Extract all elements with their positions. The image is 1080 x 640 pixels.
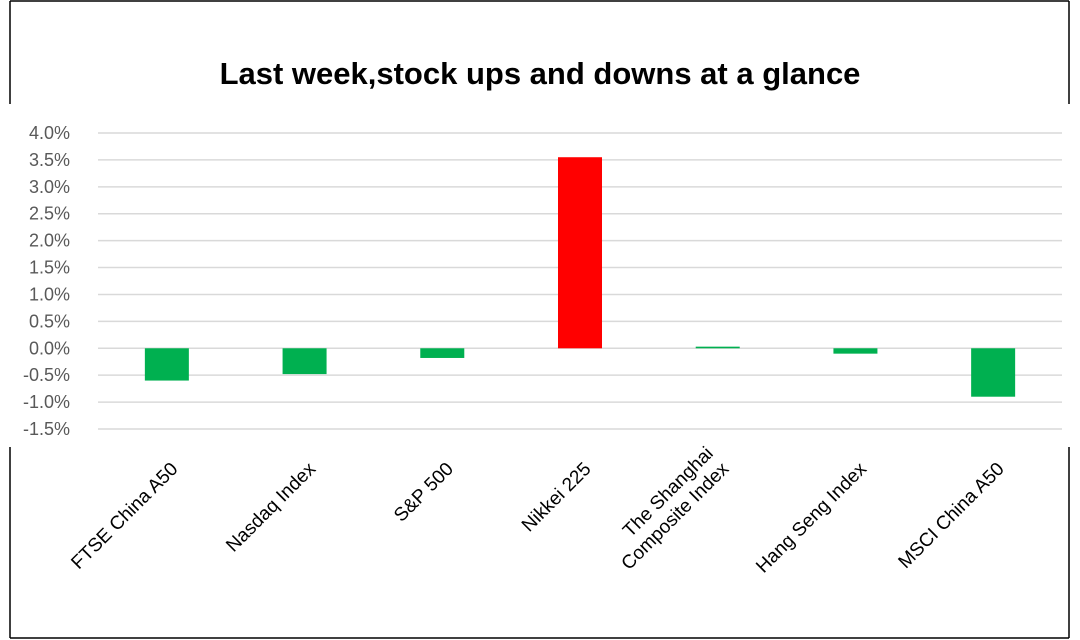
y-tick-label: 1.0% [29,284,70,304]
bar [695,346,740,349]
x-tick-label: S&P 500 [390,459,458,527]
bar [833,348,878,354]
y-tick-label: -1.0% [23,392,70,412]
bar [144,348,189,381]
y-tick-label: 1.5% [29,258,70,278]
x-tick-label: Nikkei 225 [518,459,596,537]
y-tick-label: -0.5% [23,365,70,385]
x-tick-label: FTSE China A50 [67,459,182,574]
y-tick-label: 2.0% [29,231,70,251]
bars [144,157,1016,397]
y-tick-label: 0.5% [29,311,70,331]
y-tick-label: 3.0% [29,177,70,197]
y-tick-label: 2.5% [29,204,70,224]
bar [420,348,465,358]
bar [971,348,1016,397]
bar [282,348,327,375]
chart-frame [9,0,1070,639]
y-tick-label: -1.5% [23,419,70,439]
x-tick-label: The ShanghaiComposite Index [602,443,734,575]
x-tick-label: Nasdaq Index [222,458,320,556]
chart-title: Last week,stock ups and downs at a glanc… [220,56,861,91]
y-axis-ticks: 4.0% 3.5% 3.0% 2.5% 2.0% 1.5% 1.0% 0.5% 0.0% -0.5… [23,123,70,439]
bar [558,157,602,349]
y-tick-label: 0.0% [29,338,70,358]
x-tick-label: Hang Seng Index [752,458,871,577]
x-tick-label: MSCI China A50 [895,459,1009,573]
y-tick-label: 3.5% [29,150,70,170]
x-axis-labels: FTSE China A50 Nasdaq Index S&P 500 Nikkei … [67,443,1009,577]
y-tick-label: 4.0% [29,123,70,143]
